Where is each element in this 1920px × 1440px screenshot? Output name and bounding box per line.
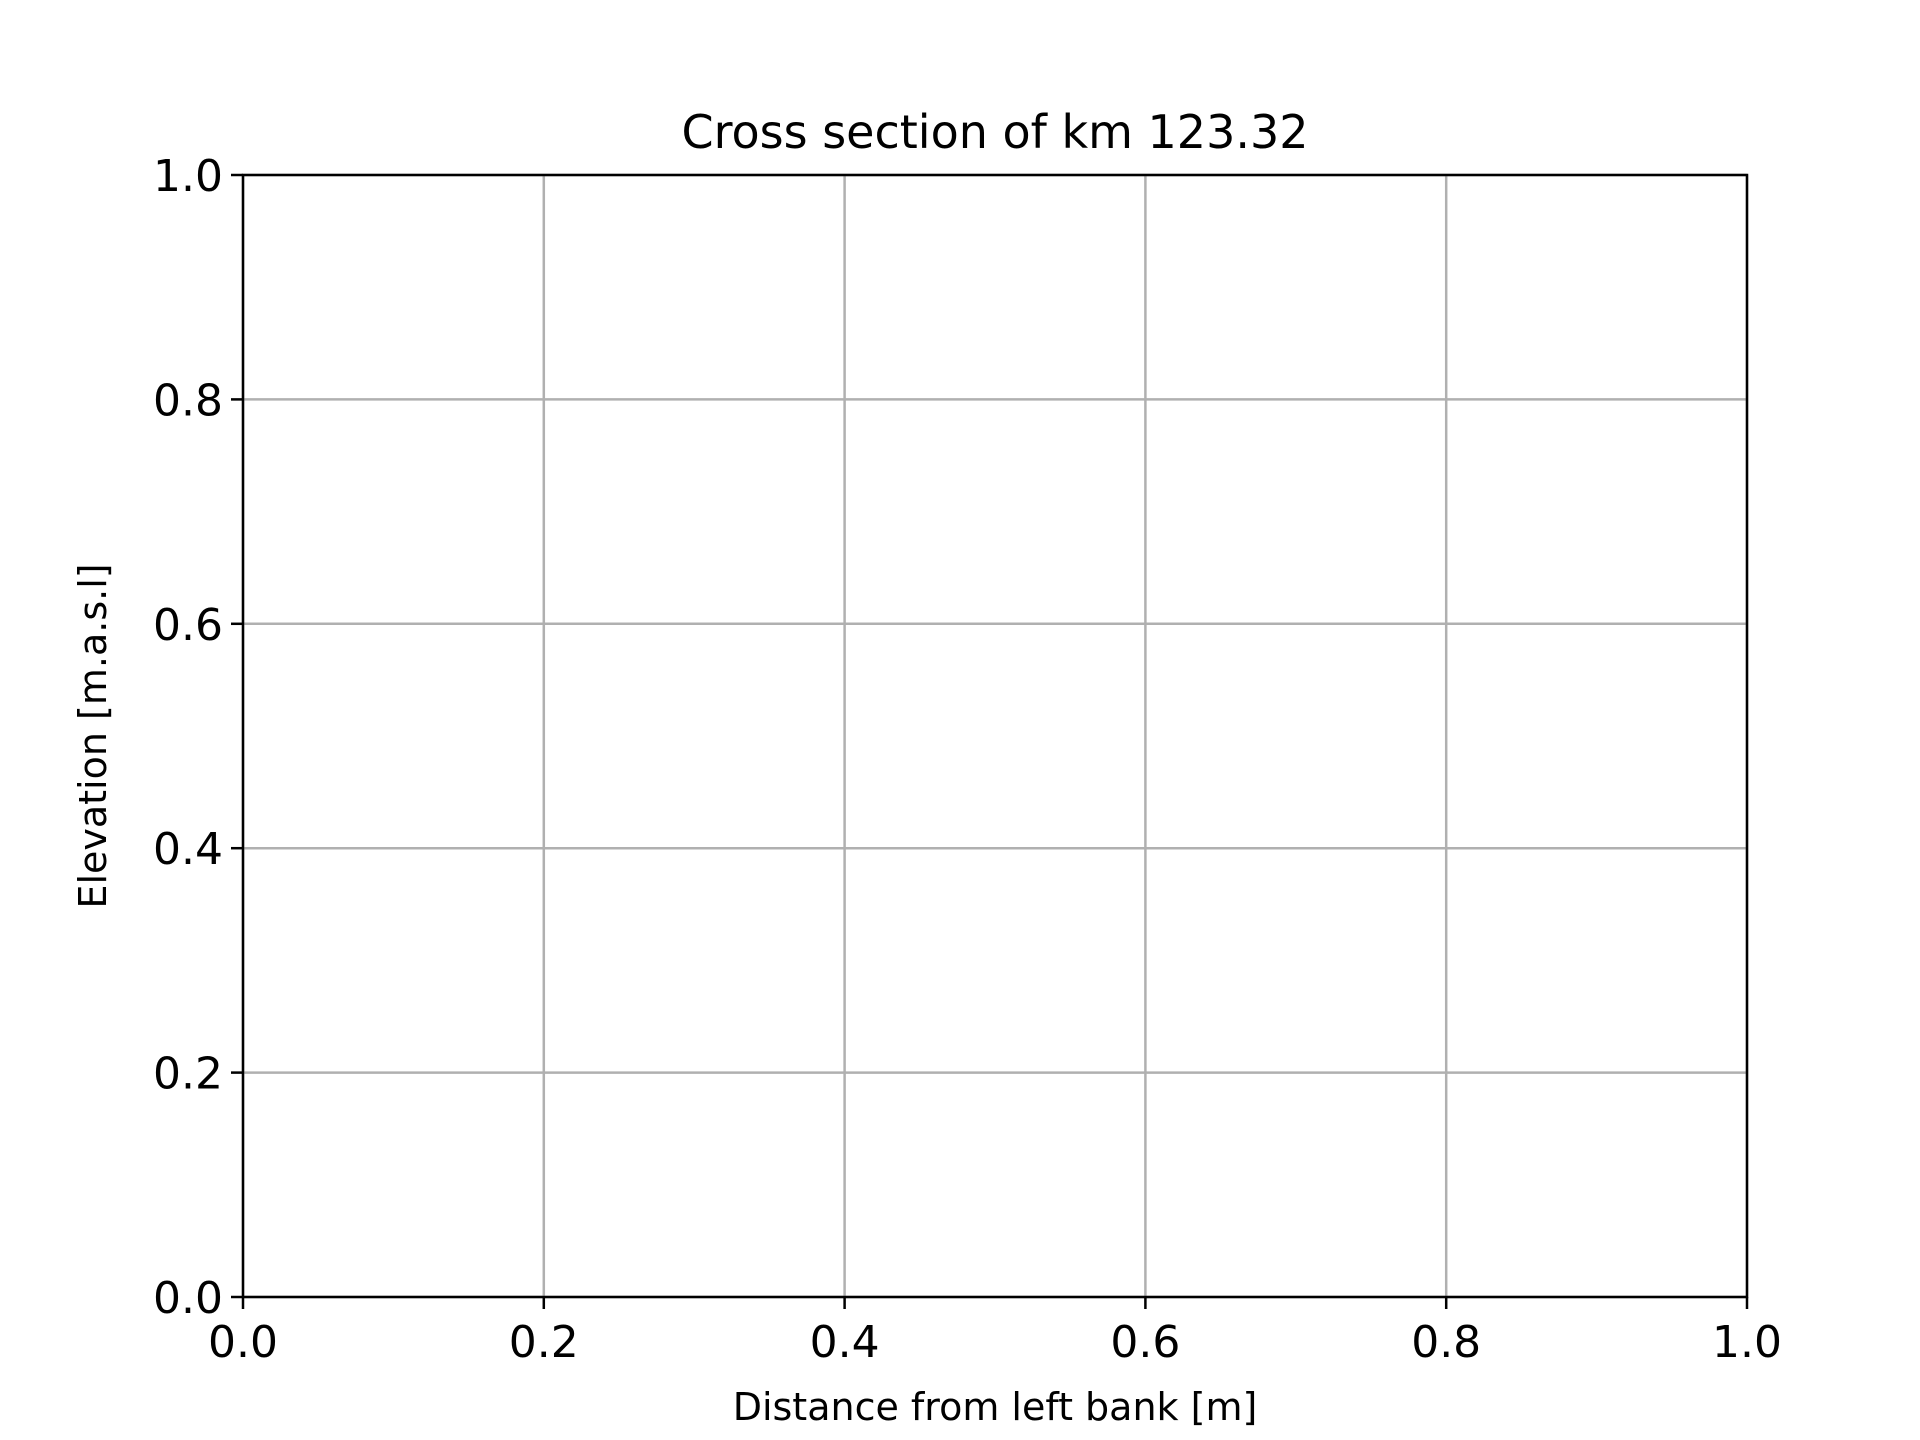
x-tick-label: 0.0 [208,1317,278,1368]
tick-labels: 0.0 0.2 0.4 0.6 0.8 1.0 0.0 0.2 0.4 0.6 0.8 1.0 [153,151,1782,1368]
x-tick-label: 0.4 [810,1317,880,1368]
chart-title: Cross section of km 123.32 [682,105,1309,159]
y-tick-label: 1.0 [153,151,223,202]
y-tick-label: 0.8 [153,375,223,426]
x-tick-label: 0.2 [509,1317,579,1368]
x-axis-label: Distance from left bank [m] [733,1385,1258,1429]
ticks [231,173,1749,1309]
y-tick-label: 0.0 [153,1273,223,1324]
x-tick-label: 1.0 [1712,1317,1782,1368]
y-tick-label: 0.2 [153,1049,223,1100]
y-tick-label: 0.6 [153,600,223,651]
y-tick-label: 0.4 [153,824,223,875]
plot-frame [241,173,1749,1299]
x-tick-label: 0.6 [1110,1317,1180,1368]
x-tick-label: 0.8 [1411,1317,1481,1368]
y-axis-label: Elevation [m.a.s.l] [71,563,115,908]
